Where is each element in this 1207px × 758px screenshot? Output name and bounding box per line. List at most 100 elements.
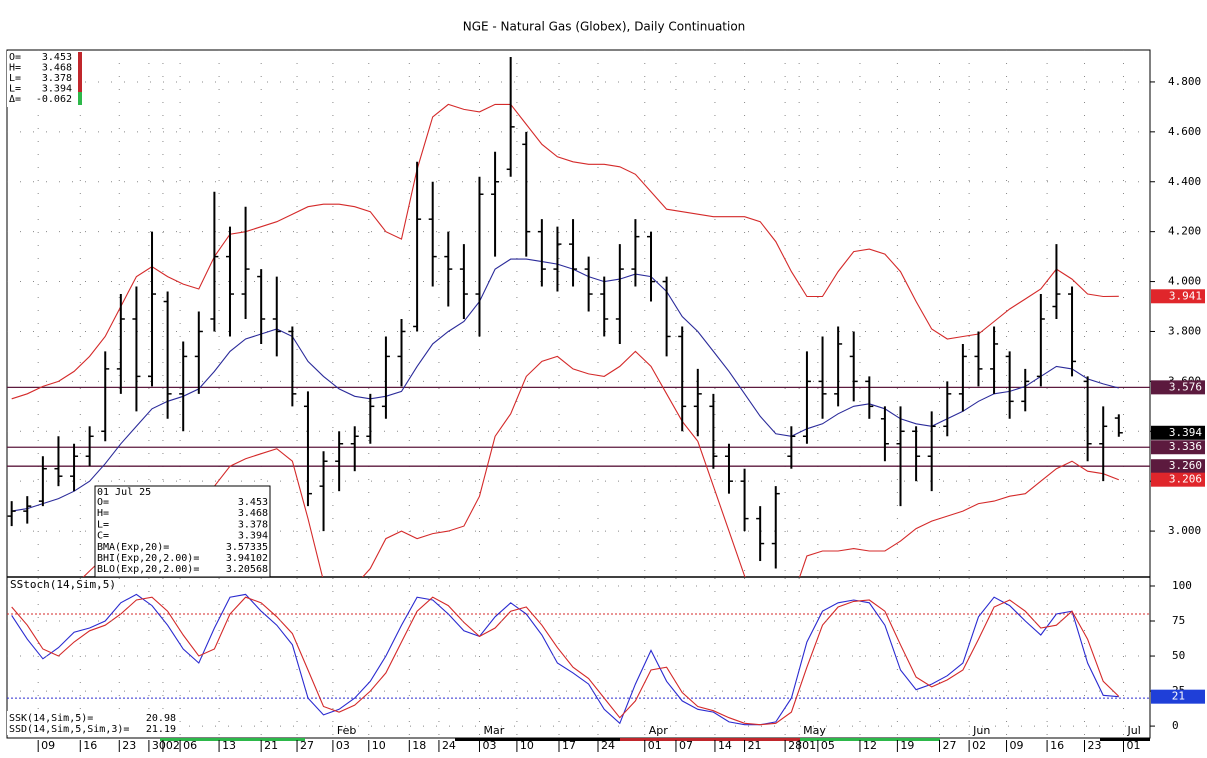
level-label: 21 [1172, 690, 1185, 703]
x-tick-label: 09 [1010, 739, 1024, 752]
indicator-line [11, 593, 1119, 726]
level-flag [1151, 425, 1205, 440]
level-label: 3.941 [1169, 289, 1202, 302]
info-value: 3.468 [238, 508, 268, 519]
info-key: L= [97, 519, 109, 530]
info-key: SSD(14,Sim,5,Sim,3)= [9, 724, 129, 735]
price-plot [7, 50, 1150, 577]
x-tick-label: 27 [942, 739, 956, 752]
info-value: 21.19 [146, 724, 176, 735]
info-value: 20.98 [146, 713, 176, 724]
session-strip [1100, 738, 1150, 741]
info-value: 3.394 [238, 531, 268, 542]
x-tick-label: 16 [83, 739, 97, 752]
info-value: 3.20568 [226, 564, 268, 575]
month-label: May [803, 724, 826, 737]
x-tick-label: 27 [300, 739, 314, 752]
readout-key: L= [9, 73, 21, 84]
x-tick-label: 03 [336, 739, 350, 752]
info-value: 3.94102 [226, 553, 268, 564]
x-tick-label: 24 [442, 739, 456, 752]
x-tick-label: 30 [152, 739, 166, 752]
level-flag [1151, 380, 1205, 395]
y-tick-label: 4.200 [1168, 225, 1201, 238]
y-tick-label: 4.800 [1168, 75, 1201, 88]
y-tick-label: 50 [1172, 649, 1185, 662]
x-tick-label: 03 [482, 739, 496, 752]
level-label: 3.394 [1169, 426, 1202, 439]
level-flag [1151, 289, 1205, 304]
readout-value: -0.062 [36, 94, 72, 105]
readout-key: Δ= [9, 94, 21, 105]
x-tick-label: 16 [1050, 739, 1064, 752]
info-key: C= [97, 531, 109, 542]
y-tick-label: 4.600 [1168, 125, 1201, 138]
info-value: 3.57335 [226, 542, 268, 553]
info-key: SSK(14,Sim,5)= [9, 713, 93, 724]
month-label: Apr [649, 724, 669, 737]
indicator-line [11, 596, 1120, 726]
y-tick-label: 75 [1172, 614, 1185, 627]
readout-key: L= [9, 84, 21, 95]
info-key: BHI(Exp,20,2.00)= [97, 553, 199, 564]
readout-key: O= [9, 52, 21, 63]
x-tick-label: 23 [122, 739, 136, 752]
y-tick-label: 3.000 [1168, 524, 1201, 537]
month-label: Jul [1126, 724, 1140, 737]
info-key: O= [97, 497, 109, 508]
session-strip [455, 738, 620, 741]
info-bg [7, 711, 179, 735]
info-key: BLO(Exp,20,2.00)= [97, 564, 199, 575]
level-label: 3.206 [1169, 473, 1202, 486]
y-tick-label: 4.400 [1168, 175, 1201, 188]
level-flag [1151, 459, 1205, 474]
level-flag [1151, 689, 1205, 704]
x-tick-label: 13 [222, 739, 236, 752]
x-tick-label: 17 [562, 739, 576, 752]
readout-value: 3.394 [42, 84, 72, 95]
readout-value: 3.453 [42, 52, 72, 63]
x-tick-label: 02 [166, 739, 180, 752]
x-tick-label: 28 [788, 739, 802, 752]
x-tick-label: 01 [648, 739, 662, 752]
level-label: 3.576 [1169, 380, 1202, 393]
x-tick-label: 19 [900, 739, 914, 752]
info-date: 01 Jul 25 [97, 487, 151, 498]
info-value: 3.378 [238, 519, 268, 530]
readout-flag [78, 52, 82, 92]
x-tick-label: 06 [183, 739, 197, 752]
y-tick-label: 3.800 [1168, 324, 1201, 337]
x-tick-label: 10 [372, 739, 386, 752]
readout-value: 3.468 [42, 63, 72, 74]
overlay: 3.0003.2003.4003.6003.8004.0004.2004.400… [7, 51, 1205, 752]
readout-value: 3.378 [42, 73, 72, 84]
x-tick-label: 21 [264, 739, 278, 752]
level-flag [1151, 440, 1205, 455]
session-strip [160, 738, 305, 741]
info-box [94, 485, 271, 578]
indicator-line [11, 103, 1119, 400]
month-label: Jun [972, 724, 990, 737]
session-strip [800, 738, 940, 741]
y-tick-label: 100 [1172, 579, 1192, 592]
x-tick-label: 14 [718, 739, 732, 752]
x-tick-label: 09 [41, 739, 55, 752]
level-flag [1151, 472, 1205, 487]
indicator-line [11, 258, 1119, 512]
level-label: 3.336 [1169, 440, 1202, 453]
x-tick-label: 24 [601, 739, 615, 752]
month-label: Mar [483, 724, 504, 737]
stoch-plot [7, 578, 1150, 738]
readout-bg [7, 51, 83, 107]
x-tick-label: 10 [520, 739, 534, 752]
session-strip [620, 738, 800, 741]
info-key: H= [97, 508, 109, 519]
x-tick-label: 18 [412, 739, 426, 752]
x-tick-label: 12 [863, 739, 877, 752]
chart-title: NGE - Natural Gas (Globex), Daily Contin… [463, 20, 746, 34]
level-label: 3.260 [1169, 459, 1202, 472]
panel-title: SStoch(14,Sim,5) [10, 578, 116, 591]
info-value: 3.453 [238, 497, 268, 508]
